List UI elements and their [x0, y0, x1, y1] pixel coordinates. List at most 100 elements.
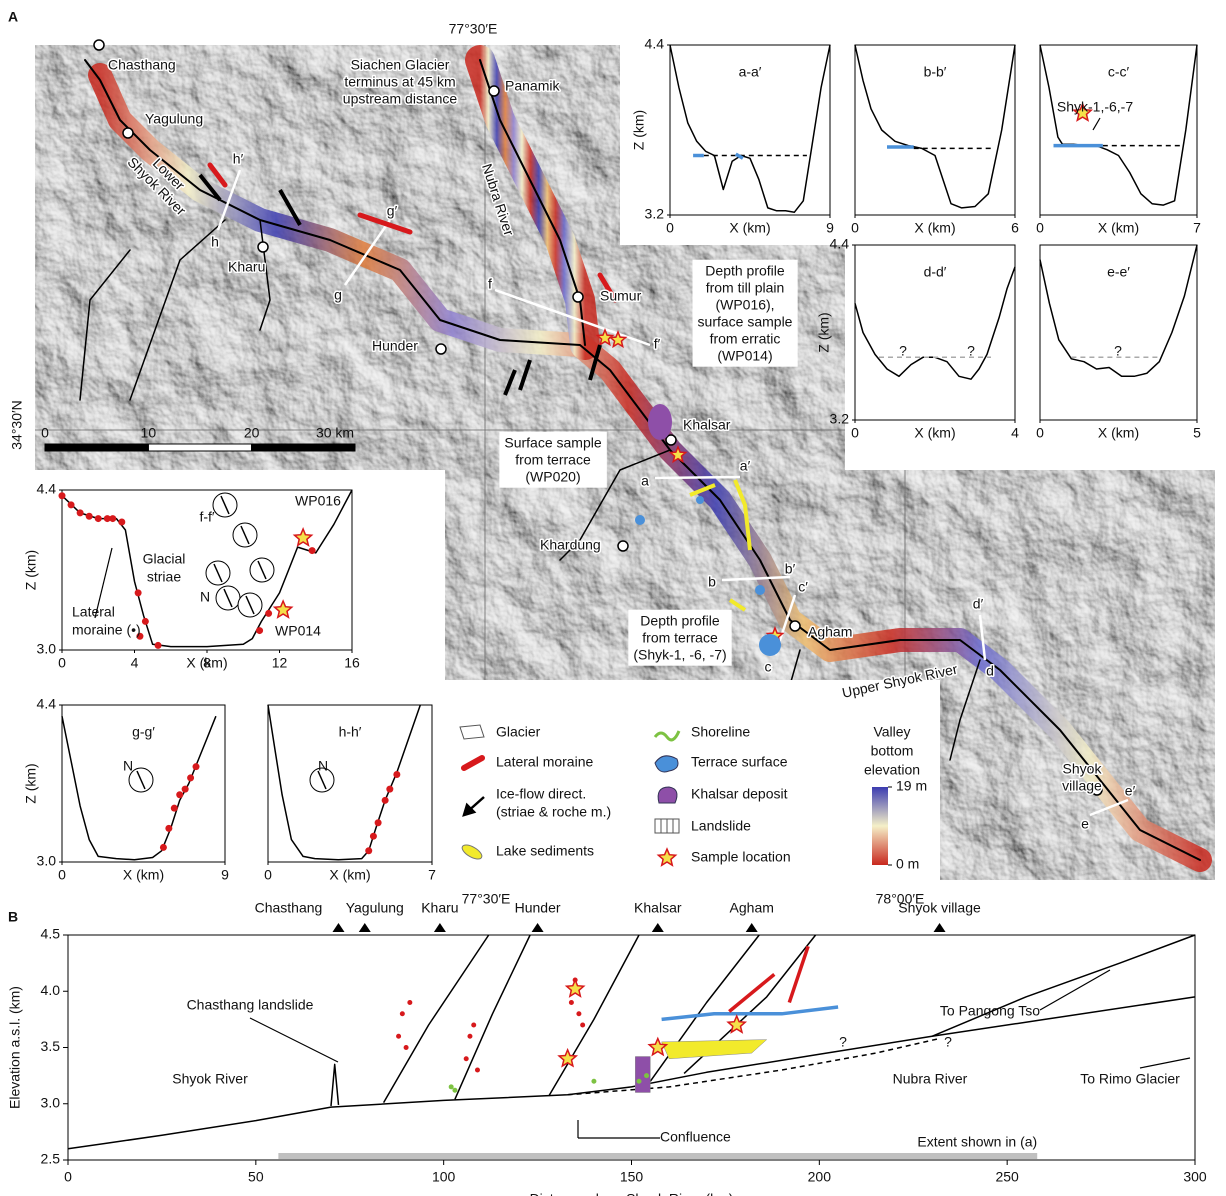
x-tick-label: 100	[432, 1169, 456, 1185]
map-label: Depth profilefrom till plain(WP016),surf…	[693, 260, 798, 367]
annotation: Shyk-1,-6,-7	[1057, 99, 1133, 115]
site-label: Khalsar	[634, 900, 682, 916]
chart-title: f-f′	[199, 509, 214, 525]
map-label-line: (Shyk-1, -6, -7)	[633, 647, 726, 663]
legend-label: Glacier	[496, 724, 541, 740]
y-axis-label: Z (km)	[23, 763, 39, 803]
legend-label: Terrace surface	[691, 754, 788, 770]
color-scale-label: 19 m	[896, 778, 927, 794]
annotation: To Pangong Tso	[940, 1003, 1040, 1019]
site-marker	[934, 923, 946, 932]
color-scale-label: 0 m	[896, 856, 919, 872]
site-marker	[434, 923, 446, 932]
map-label-line: Sumur	[600, 288, 642, 304]
map-label-line: upstream distance	[343, 91, 458, 107]
site-label: Kharu	[421, 900, 458, 916]
map-label: Hunder	[372, 338, 418, 354]
town	[258, 242, 268, 252]
x-tick-label: 50	[248, 1169, 264, 1185]
x-tick-label: 150	[620, 1169, 644, 1185]
legend-symbol	[460, 725, 484, 739]
data-point	[393, 771, 400, 778]
profile-letter: d′	[973, 596, 984, 612]
site-label: Agham	[730, 900, 774, 916]
y-tick-label: 4.4	[830, 236, 850, 252]
legend-label: Sample location	[691, 849, 791, 865]
site-marker	[332, 923, 344, 932]
scale-bar-label: 30 km	[316, 425, 354, 441]
town	[436, 344, 446, 354]
map-label-line: Kharu	[228, 259, 265, 275]
data-point	[160, 844, 167, 851]
data-point	[118, 519, 125, 526]
x-tick-label: 9	[221, 867, 229, 883]
x-tick-label: 0	[58, 655, 66, 671]
y-tick-label: 3.0	[37, 853, 57, 869]
x-axis-label: X (km)	[123, 867, 164, 883]
data-point	[187, 774, 194, 781]
map-terrace	[635, 515, 645, 525]
data-point	[576, 1011, 581, 1016]
map-label-line: Yagulung	[145, 111, 203, 127]
x-axis-label: X (km)	[329, 867, 370, 883]
map-label-line: Khardung	[540, 537, 601, 553]
legend-label: Landslide	[691, 818, 751, 834]
coordinate-label: 34°30′N	[9, 400, 25, 449]
annotation: WP016	[295, 493, 341, 509]
x-axis-label: X (km)	[914, 425, 955, 441]
x-axis-label: X (km)	[729, 220, 770, 236]
map-label-line: (WP016),	[715, 297, 774, 313]
chart-title: d-d′	[924, 264, 947, 280]
annotation: Chasthang landslide	[187, 997, 314, 1013]
town	[123, 128, 133, 138]
data-point	[155, 642, 162, 649]
profile-letter: a′	[740, 458, 751, 474]
annotation: N	[318, 758, 328, 774]
y-tick-label: 4.4	[37, 481, 57, 497]
annotation: ?	[1114, 343, 1122, 359]
extent-bar	[278, 1153, 1037, 1159]
data-point	[370, 833, 377, 840]
legend-label: (striae & roche m.)	[496, 804, 611, 820]
y-axis-label: Z (km)	[631, 110, 647, 150]
x-tick-label: 0	[851, 425, 859, 441]
data-point	[644, 1073, 649, 1078]
x-tick-label: 0	[851, 220, 859, 236]
chart-title: h-h′	[339, 724, 362, 740]
color-scale-title: Valley	[873, 724, 910, 740]
data-point	[176, 791, 183, 798]
profile-letter: a	[641, 473, 649, 489]
scale-bar-label: 20	[244, 425, 260, 441]
annotation: ?	[944, 1034, 952, 1050]
data-point	[471, 1023, 476, 1028]
town	[666, 435, 676, 445]
profile-letter: b	[708, 574, 716, 590]
y-tick-label: 3.0	[41, 1094, 61, 1110]
data-point	[193, 763, 200, 770]
annotation: To Rimo Glacier	[1080, 1071, 1180, 1087]
map-label: Sumur	[600, 288, 642, 304]
y-tick-label: 4.5	[41, 926, 61, 942]
profile-letter: b′	[785, 561, 796, 577]
map-label: Kharu	[228, 259, 265, 275]
y-tick-label: 2.5	[41, 1151, 61, 1167]
map-label: Khalsar	[683, 417, 731, 433]
annotation: striae	[147, 569, 181, 585]
map-label: Chasthang	[108, 57, 176, 73]
town	[790, 621, 800, 631]
data-point	[569, 1000, 574, 1005]
data-point	[580, 1023, 585, 1028]
map-label-line: Depth profile	[640, 613, 720, 629]
annotation: N	[123, 758, 133, 774]
data-point	[109, 515, 116, 522]
scale-bar-segment	[148, 444, 251, 451]
legend-label: Lake sediments	[496, 843, 594, 859]
site-marker	[359, 923, 371, 932]
data-point	[449, 1084, 454, 1089]
data-point	[135, 589, 142, 596]
data-point	[407, 1000, 412, 1005]
x-tick-label: 0	[1036, 220, 1044, 236]
map-label-line: from terrace	[642, 630, 718, 646]
